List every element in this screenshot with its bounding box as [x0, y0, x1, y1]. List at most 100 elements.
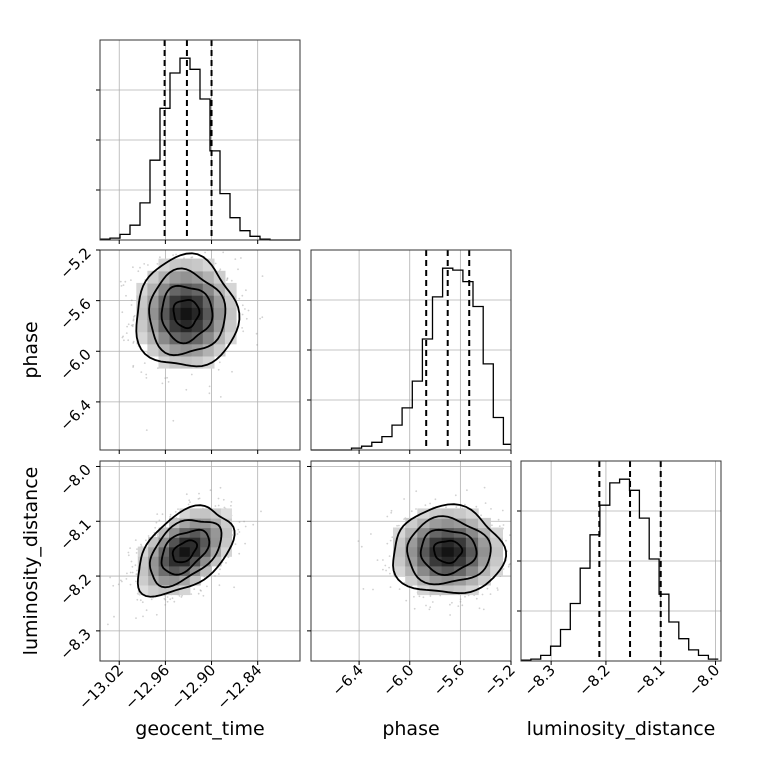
x-tick-label: −8.1 — [630, 661, 668, 699]
scatter-point — [259, 317, 261, 320]
scatter-point — [219, 486, 222, 489]
scatter-point — [124, 280, 127, 283]
y-axis-title-luminosity_distance: luminosity_distance — [20, 467, 42, 656]
contour-level-0 — [172, 298, 201, 330]
scatter-point — [156, 534, 159, 536]
scatter-point — [172, 254, 175, 256]
scatter-point — [505, 539, 507, 542]
hist-panel-geocent_time — [96, 39, 301, 244]
density-cell — [158, 565, 170, 576]
scatter-point — [121, 336, 124, 339]
density-cell — [191, 319, 204, 333]
scatter-point — [527, 525, 529, 527]
density-cell — [169, 343, 182, 357]
scatter-point — [156, 513, 159, 515]
scatter-point — [459, 598, 462, 601]
scatter-point — [120, 285, 123, 287]
scatter-point — [132, 340, 135, 343]
scatter-point — [166, 376, 169, 379]
histogram-phase — [311, 267, 511, 451]
scatter-point — [126, 325, 128, 328]
scatter-point — [173, 600, 176, 603]
y-tick-label: −8.3 — [56, 625, 94, 663]
scatter-point — [390, 509, 393, 512]
density-cell — [200, 508, 212, 519]
scatter-point — [166, 596, 169, 598]
scatter-point — [190, 593, 193, 595]
scatter-point — [449, 614, 451, 616]
scatter-point — [217, 504, 220, 507]
scatter-point — [457, 605, 460, 607]
density-cell — [490, 527, 503, 538]
scatter-point — [226, 278, 229, 280]
scatter-point — [119, 280, 122, 283]
density-cell — [453, 565, 467, 576]
density-cell — [148, 584, 160, 596]
density-cell — [441, 565, 455, 576]
scatter-point — [175, 253, 178, 256]
scatter-point — [489, 593, 492, 595]
scatter-point — [167, 381, 170, 383]
density-cell — [169, 527, 180, 538]
scatter-point — [199, 589, 202, 591]
density-cell — [393, 556, 406, 567]
scatter-point — [237, 268, 239, 271]
density-cell — [453, 537, 467, 548]
scatter-point — [429, 595, 432, 597]
scatter-point — [122, 335, 124, 338]
density-cell — [441, 517, 455, 529]
scatter-point — [390, 511, 393, 514]
scatter-point — [120, 579, 122, 582]
scatter-point — [242, 330, 245, 333]
density-cell — [179, 546, 191, 557]
panel-frame — [99, 249, 301, 451]
density-cell — [169, 295, 182, 308]
scatter-point — [413, 595, 415, 598]
density-cell — [417, 527, 431, 538]
scatter-point — [516, 544, 518, 546]
scatter-point — [190, 256, 193, 259]
scatter-point — [183, 257, 185, 259]
x-tick-label: −5.2 — [480, 661, 518, 699]
density-cell — [158, 584, 170, 596]
scatter-point — [158, 519, 161, 522]
scatter-point — [163, 594, 166, 597]
scatter-point — [261, 275, 264, 277]
histogram-luminosity_distance — [521, 478, 719, 661]
scatter-point — [188, 499, 191, 502]
density-cell — [158, 575, 170, 586]
scatter-point — [360, 545, 363, 548]
density-cell — [158, 331, 171, 345]
scatter-point — [185, 388, 188, 391]
x-tick-label: −8.3 — [520, 661, 558, 699]
scatter-point — [385, 569, 387, 572]
scatter-point — [234, 543, 237, 545]
density-cell — [478, 537, 491, 548]
density-cell — [148, 537, 160, 548]
scatter-point — [127, 551, 130, 554]
scatter-point — [155, 521, 158, 524]
hist-panel-phase — [307, 249, 512, 454]
scatter-point — [382, 559, 384, 561]
scatter-point — [129, 583, 132, 586]
scatter-point — [131, 571, 134, 574]
panel-frame — [99, 39, 301, 241]
scatter-point — [181, 594, 184, 597]
x-axis-title-phase: phase — [382, 718, 439, 740]
scatter-point — [139, 266, 141, 269]
density-cell — [180, 319, 193, 333]
scatter-point — [169, 598, 172, 601]
density-cell — [490, 556, 503, 567]
density-cell — [189, 527, 201, 538]
scatter-point — [141, 601, 144, 604]
scatter-point — [518, 580, 520, 582]
density-cell — [202, 331, 215, 345]
histogram-geocent_time — [100, 57, 300, 241]
density-cell — [169, 565, 180, 576]
density-cell — [465, 508, 479, 519]
scatter-point — [177, 508, 179, 510]
density-cell — [202, 282, 215, 296]
y-tick-label: −5.6 — [56, 295, 94, 333]
scatter-point — [424, 504, 427, 507]
